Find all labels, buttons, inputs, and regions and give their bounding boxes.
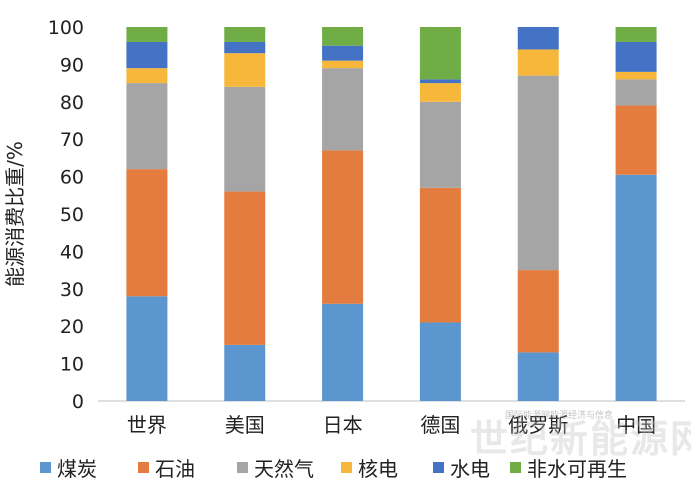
legend-label: 煤炭 xyxy=(57,456,97,481)
bar-segment xyxy=(419,187,461,323)
bar-segment xyxy=(615,174,657,401)
bar-segment xyxy=(224,53,266,87)
x-tick-label: 德国 xyxy=(420,413,460,437)
legend-label: 石油 xyxy=(155,456,195,481)
bar-segment xyxy=(615,27,657,42)
bar-segment xyxy=(322,150,364,304)
bar-segment xyxy=(126,68,168,84)
bar-segment xyxy=(126,83,168,170)
bar-segment xyxy=(419,27,461,80)
bar-segment xyxy=(517,352,559,401)
y-tick-label: 30 xyxy=(60,279,84,301)
y-axis-label: 能源消费比重/% xyxy=(3,141,27,287)
y-tick-label: 90 xyxy=(60,54,84,76)
x-tick-label: 美国 xyxy=(225,413,265,437)
bar-segment xyxy=(517,75,559,271)
bar-segment xyxy=(322,60,364,69)
bar-segment xyxy=(322,45,364,61)
x-tick-label: 世界 xyxy=(127,413,167,437)
legend-label: 核电 xyxy=(358,456,398,481)
legend-label: 非水可再生 xyxy=(527,456,627,481)
chart-categories: 世界 美国 日本 德国 俄罗斯 中国 xyxy=(127,413,656,437)
bar-segment xyxy=(419,83,461,102)
bar-segment xyxy=(419,79,461,84)
bar-segment xyxy=(126,169,168,297)
bar-segment xyxy=(126,41,168,69)
legend-swatch xyxy=(40,461,51,473)
y-tick-label: 40 xyxy=(60,241,84,263)
bar-segment xyxy=(224,191,266,345)
bar-segment xyxy=(615,79,657,106)
bar-segment xyxy=(615,105,657,175)
watermark-logo: 世纪新能源网 xyxy=(470,417,691,461)
legend-swatch xyxy=(138,461,149,473)
legend-swatch xyxy=(237,461,248,473)
legend-item: 煤炭 xyxy=(40,452,97,482)
legend-swatch xyxy=(341,461,352,473)
bar-segment xyxy=(419,101,461,188)
legend-item: 石油 xyxy=(138,452,195,482)
bar-segment xyxy=(224,344,266,401)
legend-swatch xyxy=(510,461,521,473)
x-tick-label: 俄罗斯 xyxy=(508,413,568,437)
legend-label: 水电 xyxy=(450,456,490,481)
legend-swatch xyxy=(433,461,444,473)
x-tick-label: 日本 xyxy=(323,413,363,437)
y-tick-label: 50 xyxy=(60,204,84,226)
bar-segment xyxy=(517,270,559,353)
legend-label: 天然气 xyxy=(254,456,314,481)
y-tick-label: 0 xyxy=(72,391,84,413)
y-tick-label: 70 xyxy=(60,129,84,151)
bar-segment xyxy=(322,68,364,151)
bar-segment xyxy=(517,27,559,50)
bar-segment xyxy=(224,86,266,192)
bar-segment xyxy=(322,27,364,46)
bar-segment xyxy=(126,27,168,42)
y-tick-label: 80 xyxy=(60,92,84,114)
watermark-caption: 国际能源网能源经济与信息 xyxy=(505,411,614,421)
legend-item: 水电 xyxy=(433,452,490,482)
legend-item: 非水可再生 xyxy=(510,452,627,482)
y-tick-label: 20 xyxy=(60,316,84,338)
legend-item: 核电 xyxy=(341,452,398,482)
bar-segment xyxy=(419,322,461,401)
bar-segment xyxy=(615,41,657,72)
bar-segment xyxy=(615,71,657,80)
bar-segment xyxy=(322,303,364,401)
chart-legend: 煤炭 石油 天然气 核电 水电 非水可再生 xyxy=(0,452,691,484)
bar-segment xyxy=(517,49,559,76)
bar-segment xyxy=(224,27,266,42)
x-tick-label: 中国 xyxy=(616,413,656,437)
bar-segment xyxy=(126,296,168,401)
legend-item: 天然气 xyxy=(237,452,314,482)
chart-ticks: 0 10 20 30 40 50 60 70 80 90 100 xyxy=(48,17,84,413)
y-tick-label: 100 xyxy=(48,17,84,39)
chart-bars xyxy=(126,27,657,401)
y-tick-label: 60 xyxy=(60,167,84,189)
y-tick-label: 10 xyxy=(60,354,84,376)
stacked-bar-chart: 0 10 20 30 40 50 60 70 80 90 100 世界 美国 日本 德国 俄罗斯 中国 能源消… xyxy=(3,17,685,437)
bar-segment xyxy=(224,41,266,54)
